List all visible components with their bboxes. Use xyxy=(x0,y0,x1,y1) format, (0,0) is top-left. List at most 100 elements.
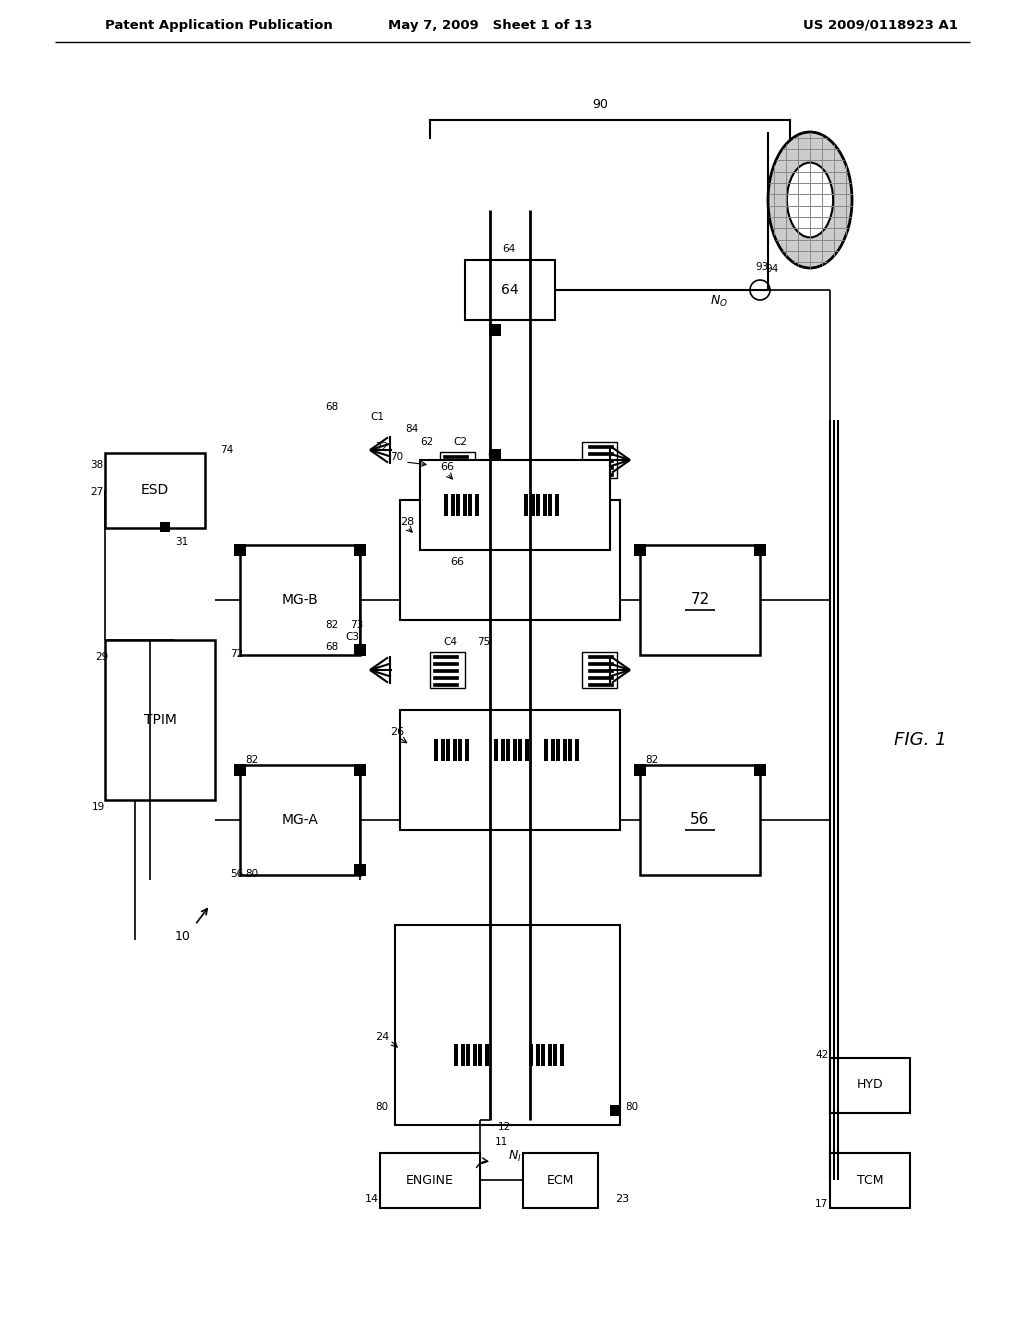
Bar xyxy=(536,1044,540,1067)
Bar xyxy=(522,1152,597,1208)
Bar xyxy=(529,1044,534,1067)
Bar xyxy=(444,494,449,516)
Bar xyxy=(432,661,458,664)
Bar xyxy=(531,494,535,516)
Bar xyxy=(465,260,555,319)
Bar xyxy=(588,466,612,469)
Bar xyxy=(609,1105,621,1115)
Bar xyxy=(588,682,612,685)
Bar xyxy=(555,494,559,516)
Bar xyxy=(568,739,572,762)
Text: 10: 10 xyxy=(175,931,190,942)
Bar xyxy=(551,739,555,762)
Bar xyxy=(575,529,579,550)
Text: MG-A: MG-A xyxy=(282,813,318,828)
Bar xyxy=(556,529,560,550)
Bar xyxy=(466,1044,470,1067)
Bar xyxy=(458,529,462,550)
Text: C4: C4 xyxy=(443,638,457,647)
Text: 26: 26 xyxy=(390,727,404,737)
Bar xyxy=(518,739,522,762)
Bar xyxy=(432,682,458,685)
Bar xyxy=(463,494,467,516)
Bar xyxy=(420,459,610,550)
Bar xyxy=(754,764,766,776)
Bar xyxy=(446,529,450,550)
Bar xyxy=(442,483,468,486)
Bar xyxy=(432,668,458,672)
Text: ENGINE: ENGINE xyxy=(407,1173,454,1187)
Bar xyxy=(830,1057,910,1113)
Text: 11: 11 xyxy=(495,1137,508,1147)
Text: 70: 70 xyxy=(390,451,403,462)
Text: FIG. 1: FIG. 1 xyxy=(894,731,946,748)
Ellipse shape xyxy=(768,132,852,268)
Text: 82: 82 xyxy=(645,755,658,766)
Text: 17: 17 xyxy=(815,1199,828,1209)
Bar xyxy=(588,655,612,657)
Bar xyxy=(240,766,360,875)
Bar xyxy=(830,1152,910,1208)
Bar xyxy=(506,529,510,550)
Bar xyxy=(465,739,469,762)
Bar xyxy=(501,529,505,550)
Text: 28: 28 xyxy=(400,517,415,527)
Text: 29: 29 xyxy=(95,652,109,663)
Text: 82: 82 xyxy=(325,620,338,630)
Bar xyxy=(400,500,620,620)
Text: 68: 68 xyxy=(325,642,338,652)
Text: 68: 68 xyxy=(325,403,338,412)
Text: 31: 31 xyxy=(175,537,188,546)
Bar xyxy=(544,529,548,550)
Bar xyxy=(582,442,617,478)
Bar xyxy=(548,494,552,516)
Bar xyxy=(754,544,766,556)
Bar xyxy=(380,1152,480,1208)
Text: 94: 94 xyxy=(765,264,778,275)
Ellipse shape xyxy=(786,162,834,238)
Text: C3: C3 xyxy=(345,632,359,642)
Bar xyxy=(105,453,205,528)
Bar xyxy=(544,739,548,762)
Text: ESD: ESD xyxy=(141,483,169,498)
Bar xyxy=(434,529,438,550)
Bar xyxy=(588,661,612,664)
Text: 74: 74 xyxy=(220,445,233,455)
Bar xyxy=(456,494,460,516)
Text: 72: 72 xyxy=(690,593,710,607)
Text: 66: 66 xyxy=(440,462,454,473)
Text: 56: 56 xyxy=(690,813,710,828)
Bar xyxy=(518,529,522,550)
Bar xyxy=(451,494,455,516)
Text: 75: 75 xyxy=(477,638,490,647)
Bar xyxy=(234,764,246,776)
Text: 84: 84 xyxy=(406,424,418,434)
Bar xyxy=(458,739,462,762)
Text: 27: 27 xyxy=(90,487,103,498)
Bar xyxy=(441,529,445,550)
Text: ECM: ECM xyxy=(547,1173,573,1187)
Text: 90: 90 xyxy=(592,98,608,111)
Text: US 2009/0118923 A1: US 2009/0118923 A1 xyxy=(803,18,957,32)
Bar xyxy=(354,544,366,556)
Text: C1: C1 xyxy=(370,412,384,422)
Text: 80: 80 xyxy=(245,869,258,879)
Bar xyxy=(489,449,501,461)
Bar xyxy=(513,739,517,762)
Bar xyxy=(560,1044,564,1067)
Bar xyxy=(548,1044,552,1067)
Bar xyxy=(478,1044,482,1067)
Bar xyxy=(563,529,567,550)
Text: TCM: TCM xyxy=(857,1173,884,1187)
Bar xyxy=(453,739,457,762)
Text: TPIM: TPIM xyxy=(143,713,176,727)
Bar xyxy=(105,640,215,800)
Bar xyxy=(440,451,475,488)
Text: 66: 66 xyxy=(450,557,464,568)
Text: 64: 64 xyxy=(502,244,515,253)
Bar xyxy=(634,544,646,556)
Bar xyxy=(556,739,560,762)
Text: 60: 60 xyxy=(487,450,500,459)
Bar xyxy=(582,652,617,688)
Bar xyxy=(430,652,465,688)
